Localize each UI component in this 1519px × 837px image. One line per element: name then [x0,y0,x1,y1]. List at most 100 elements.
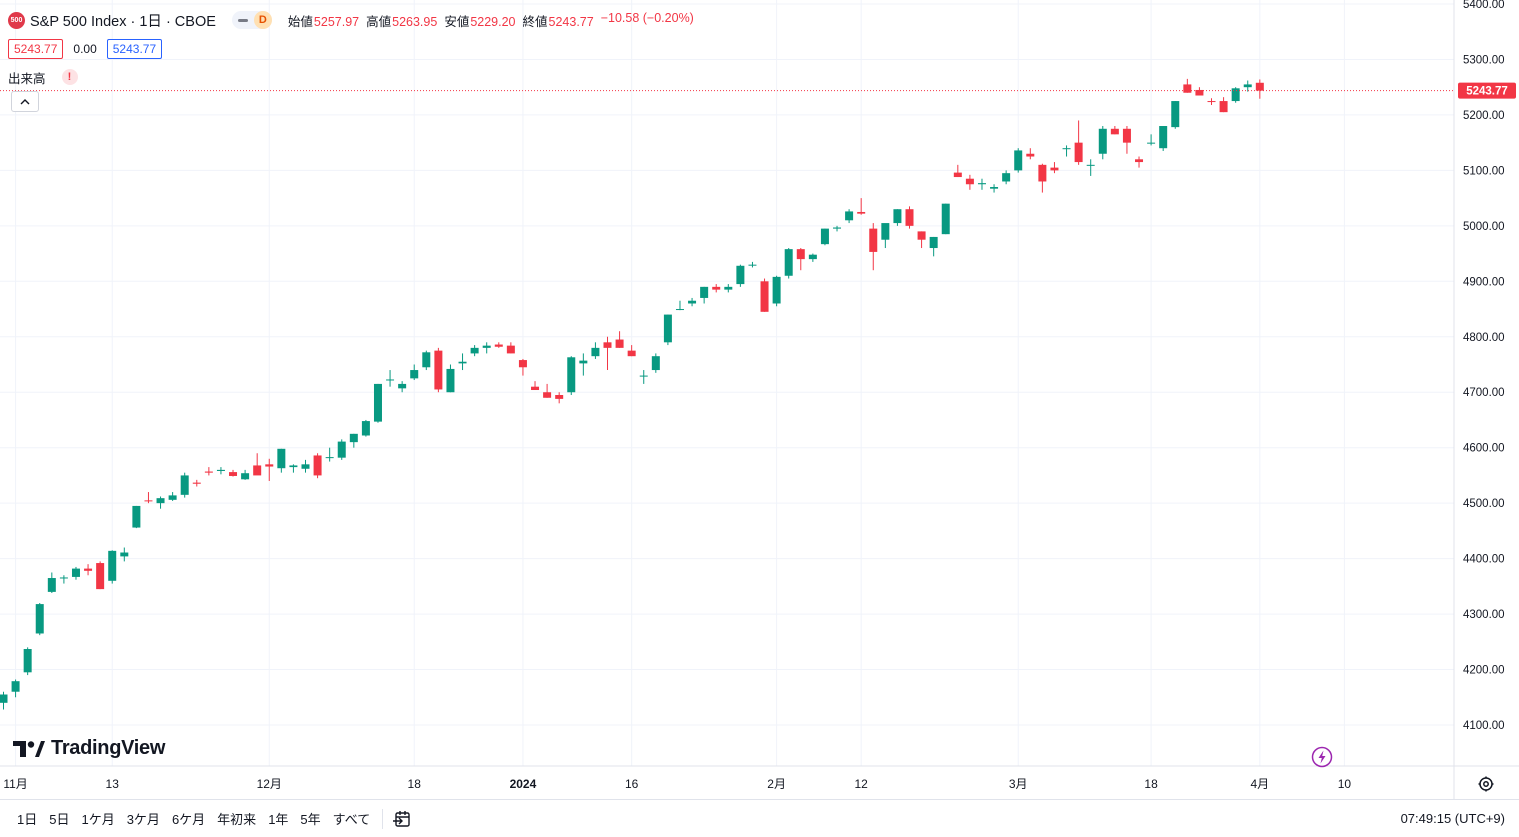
candle-body[interactable] [1207,101,1216,103]
candle-body[interactable] [845,211,854,221]
candle-body[interactable] [724,286,733,290]
candle-body[interactable] [35,604,44,634]
candle-body[interactable] [1002,173,1011,182]
candle-body[interactable] [579,360,588,364]
candle-body[interactable] [760,281,769,312]
candle-body[interactable] [59,577,68,579]
candle-body[interactable] [192,482,201,484]
symbol-title[interactable]: S&P 500 Index · 1日 · CBOE [30,13,216,30]
candle-body[interactable] [470,347,479,354]
candle-body[interactable] [929,236,938,249]
candle-body[interactable] [325,457,334,459]
candle-body[interactable] [977,183,986,185]
candle-body[interactable] [301,464,310,469]
candle-body[interactable] [591,347,600,357]
candle-body[interactable] [700,286,709,298]
calendar-goto-icon[interactable] [393,809,413,829]
candle-body[interactable] [627,350,636,357]
candle-body[interactable] [482,345,491,348]
candle-body[interactable] [434,350,443,390]
candle-body[interactable] [1195,89,1204,96]
candle-body[interactable] [120,552,129,557]
candle-body[interactable] [144,500,153,502]
candle-body[interactable] [265,464,274,467]
candle-body[interactable] [615,339,624,348]
candle-body[interactable] [349,433,358,443]
candle-body[interactable] [712,286,721,290]
candle-body[interactable] [386,379,395,381]
candle-body[interactable] [23,649,32,673]
candle-body[interactable] [1171,101,1180,128]
candle-body[interactable] [506,345,515,354]
candle-body[interactable] [0,694,8,703]
candle-body[interactable] [168,495,177,500]
candle-body[interactable] [398,383,407,389]
candle-body[interactable] [1110,128,1119,135]
candle-body[interactable] [1219,101,1228,113]
range-1d-button[interactable]: 1日 [17,812,38,827]
price-chart[interactable]: 4100.00 4200.00 4300.00 4400.00 4500.00 4600.… [0,0,1519,800]
candle-body[interactable] [531,386,540,391]
candle-body[interactable] [1243,84,1252,88]
range-5d-button[interactable]: 5日 [49,812,70,827]
candle-body[interactable] [639,375,648,377]
candle-body[interactable] [1159,126,1168,149]
range-1m-button[interactable]: 1ケ月 [81,812,115,827]
candle-body[interactable] [422,352,431,368]
candle-body[interactable] [869,228,878,252]
range-6m-button[interactable]: 6ケ月 [171,812,206,827]
candle-body[interactable] [361,421,370,436]
candle-body[interactable] [108,550,117,581]
candle-body[interactable] [965,178,974,185]
candle-body[interactable] [289,465,298,468]
candle-body[interactable] [941,203,950,235]
candle-body[interactable] [736,265,745,285]
candle-body[interactable] [808,254,817,260]
candle-body[interactable] [494,344,503,347]
warning-icon[interactable]: ! [61,69,78,85]
candle-body[interactable] [953,172,962,178]
candle-body[interactable] [1231,88,1240,102]
candle-body[interactable] [1122,128,1131,143]
settings-icon[interactable] [1477,775,1495,793]
candle-body[interactable] [917,231,926,240]
candle-body[interactable] [833,227,842,229]
candle-body[interactable] [410,370,419,379]
candle-body[interactable] [71,568,80,577]
candle-body[interactable] [446,368,455,393]
candle-body[interactable] [156,498,165,504]
range-1y-button[interactable]: 1年 [268,812,289,827]
candle-body[interactable] [1255,82,1264,91]
candle-body[interactable] [881,223,890,240]
candle-body[interactable] [675,309,684,311]
candle-body[interactable] [241,473,250,480]
candle-body[interactable] [337,441,346,458]
candle-body[interactable] [277,448,286,469]
candle-body[interactable] [543,392,552,398]
market-status-pill[interactable]: D [231,11,272,29]
range-3m-button[interactable]: 3ケ月 [126,812,160,827]
candle-body[interactable] [1086,164,1095,166]
candle-body[interactable] [518,360,527,368]
tradingview-logo[interactable]: TradingView [13,737,165,760]
ask-price[interactable]: 5243.77 [106,39,163,59]
candle-body[interactable] [1038,164,1047,182]
candle-body[interactable] [603,342,612,348]
candle-body[interactable] [47,578,56,592]
candle-body[interactable] [373,383,382,422]
clock-timezone[interactable]: 07:49:15 (UTC+9) [1400,811,1505,826]
candle-body[interactable] [84,568,93,571]
candle-body[interactable] [1050,167,1059,171]
candle-body[interactable] [229,472,238,476]
candle-body[interactable] [893,209,902,224]
candle-body[interactable] [1147,142,1156,144]
candle-body[interactable] [96,563,105,590]
candle-body[interactable] [820,228,829,245]
candle-body[interactable] [857,211,866,214]
candle-body[interactable] [313,455,322,476]
collapse-legend-button[interactable] [11,91,39,112]
candle-body[interactable] [11,681,20,692]
candle-body[interactable] [253,465,262,476]
volume-label[interactable]: 出来高 [8,71,46,86]
range-all-button[interactable]: すべて [332,812,371,827]
